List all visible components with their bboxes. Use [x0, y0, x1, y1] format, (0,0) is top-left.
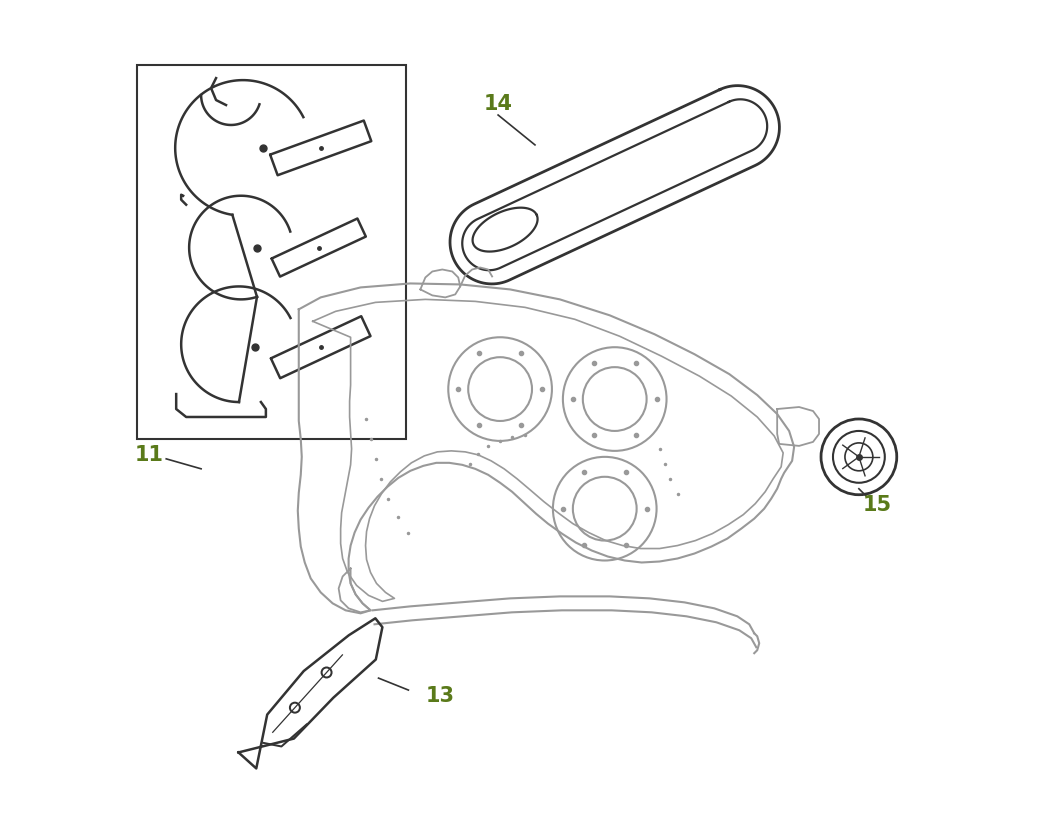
Text: 13: 13 — [426, 686, 454, 705]
Text: 14: 14 — [484, 94, 513, 114]
Text: 15: 15 — [862, 494, 892, 514]
Text: 11: 11 — [134, 444, 164, 464]
Bar — [138, 66, 407, 439]
